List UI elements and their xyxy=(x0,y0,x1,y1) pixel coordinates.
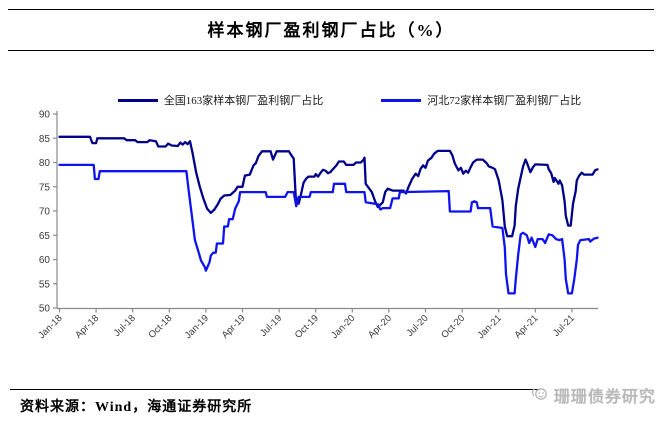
svg-text:80: 80 xyxy=(39,158,51,169)
svg-text:Jan-21: Jan-21 xyxy=(475,313,503,341)
svg-text:Jan-20: Jan-20 xyxy=(329,313,357,341)
svg-text:Jul-18: Jul-18 xyxy=(112,313,138,339)
title-divider xyxy=(8,50,654,51)
svg-text:Jan-19: Jan-19 xyxy=(183,313,211,341)
svg-text:50: 50 xyxy=(39,304,51,315)
svg-text:70: 70 xyxy=(39,207,51,218)
svg-text:Oct-20: Oct-20 xyxy=(439,313,467,341)
svg-text:60: 60 xyxy=(39,255,51,266)
svg-text:Jul-20: Jul-20 xyxy=(405,313,431,339)
svg-text:85: 85 xyxy=(39,134,51,145)
svg-text:Jul-21: Jul-21 xyxy=(551,313,577,339)
footer-divider xyxy=(10,389,540,390)
top-divider xyxy=(8,9,654,10)
legend-item-hebei: 河北72家样本钢厂盈利钢厂占比 xyxy=(381,92,581,108)
svg-text:65: 65 xyxy=(39,231,51,242)
legend-item-national: 全国163家样本钢厂盈利钢厂占比 xyxy=(117,92,324,108)
svg-text:Jul-19: Jul-19 xyxy=(258,313,284,339)
svg-text:Apr-19: Apr-19 xyxy=(220,313,248,341)
svg-text:Jan-18: Jan-18 xyxy=(36,313,64,341)
svg-text:Oct-18: Oct-18 xyxy=(146,313,174,341)
svg-text:Apr-20: Apr-20 xyxy=(366,313,394,341)
svg-text:Oct-19: Oct-19 xyxy=(293,313,321,341)
svg-text:55: 55 xyxy=(39,279,51,290)
page-title: 样本钢厂盈利钢厂占比（%） xyxy=(207,21,455,40)
coral-badge-icon xyxy=(531,388,547,400)
svg-text:75: 75 xyxy=(39,182,51,193)
legend-line-hebei-icon xyxy=(381,98,422,102)
svg-text:Apr-21: Apr-21 xyxy=(512,313,540,341)
watermark-text: 珊珊债券研究 xyxy=(553,389,656,406)
legend-line-national-icon xyxy=(117,98,158,102)
svg-text:90: 90 xyxy=(39,110,51,121)
watermark: 珊珊债券研究 xyxy=(530,383,656,407)
legend-label-hebei: 河北72家样本钢厂盈利钢厂占比 xyxy=(427,95,582,107)
svg-text:Apr-18: Apr-18 xyxy=(73,313,101,341)
source-note: 资料来源：Wind，海通证券研究所 xyxy=(20,400,253,415)
chart-legend: 全国163家样本钢厂盈利钢厂占比 河北72家样本钢厂盈利钢厂占比 xyxy=(57,92,642,108)
legend-label-national: 全国163家样本钢厂盈利钢厂占比 xyxy=(163,95,324,107)
